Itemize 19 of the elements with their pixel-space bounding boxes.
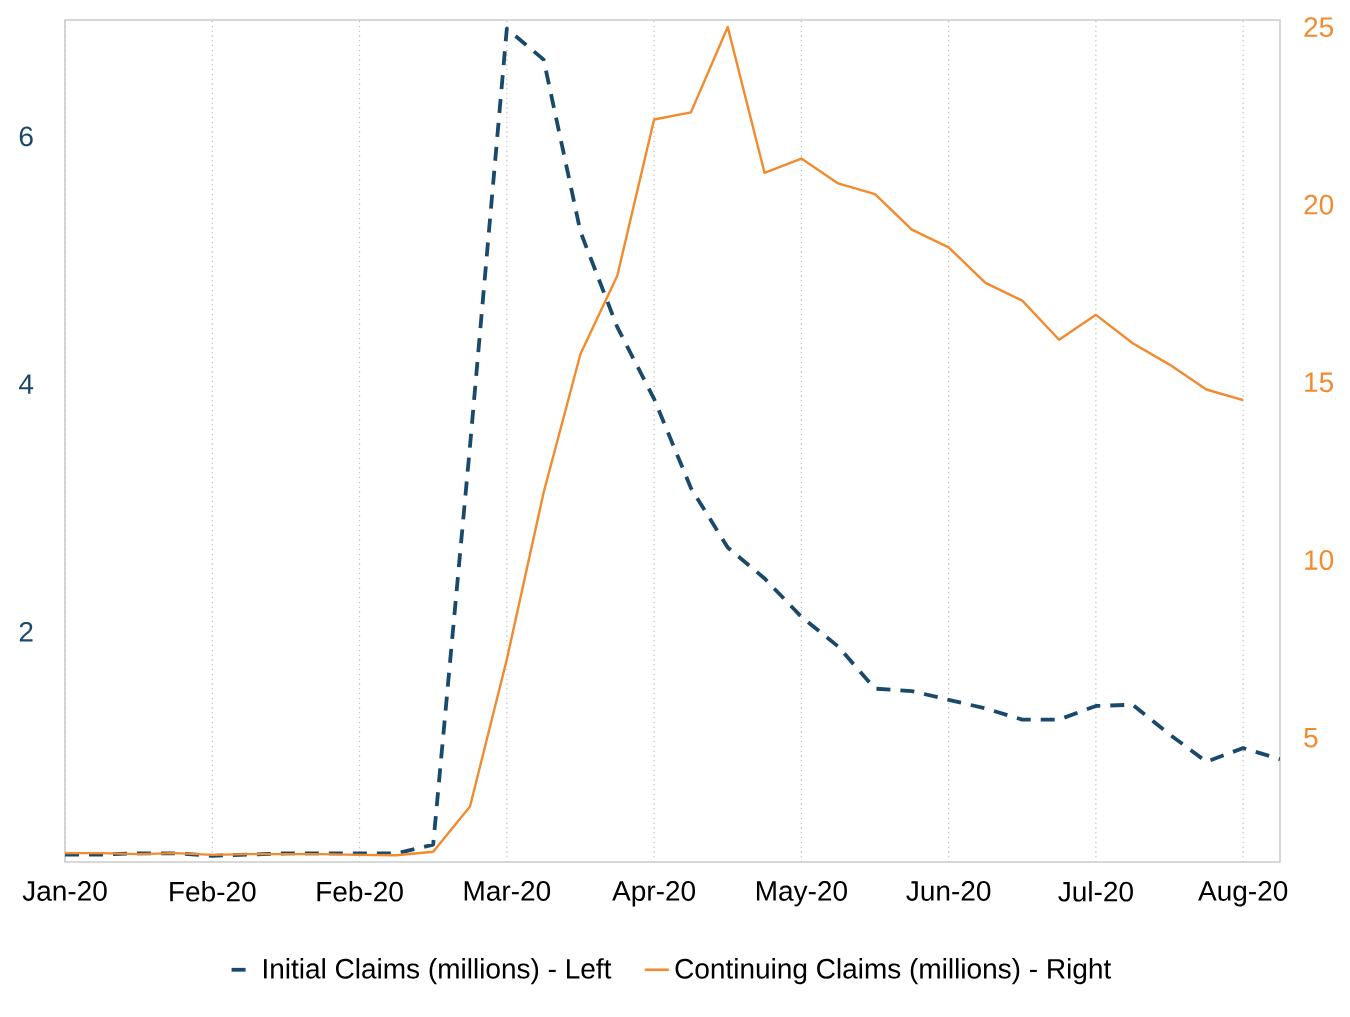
- y-tick-label: 4: [19, 374, 34, 394]
- x-tick-label: Mar-20: [464, 881, 551, 901]
- y2-tick-label: 25: [1304, 17, 1334, 38]
- x-tick-label: Feb-20: [170, 881, 256, 902]
- y2-tick-label: 10: [1305, 550, 1334, 570]
- x-tick-label: Apr-20: [612, 881, 696, 907]
- y2-tick-label: 15: [1305, 372, 1334, 393]
- x-tick-label: Jul-20: [1058, 881, 1133, 902]
- x-tick-label: Aug-20: [1198, 881, 1288, 907]
- y2-tick-label: 20: [1304, 194, 1334, 215]
- legend-label: Initial Claims (millions) - Left: [264, 958, 612, 985]
- x-tick-label: Jan-20: [22, 881, 107, 901]
- x-tick-label: May-20: [756, 881, 847, 907]
- x-tick-label: Feb-20: [317, 881, 403, 902]
- x-tick-label: Jun-20: [906, 881, 991, 901]
- legend-label: Continuing Claims (millions) - Right: [675, 958, 1112, 985]
- y-tick-label: 6: [19, 126, 33, 147]
- y2-tick-label: 5: [1304, 727, 1318, 748]
- y-tick-label: 2: [19, 621, 33, 642]
